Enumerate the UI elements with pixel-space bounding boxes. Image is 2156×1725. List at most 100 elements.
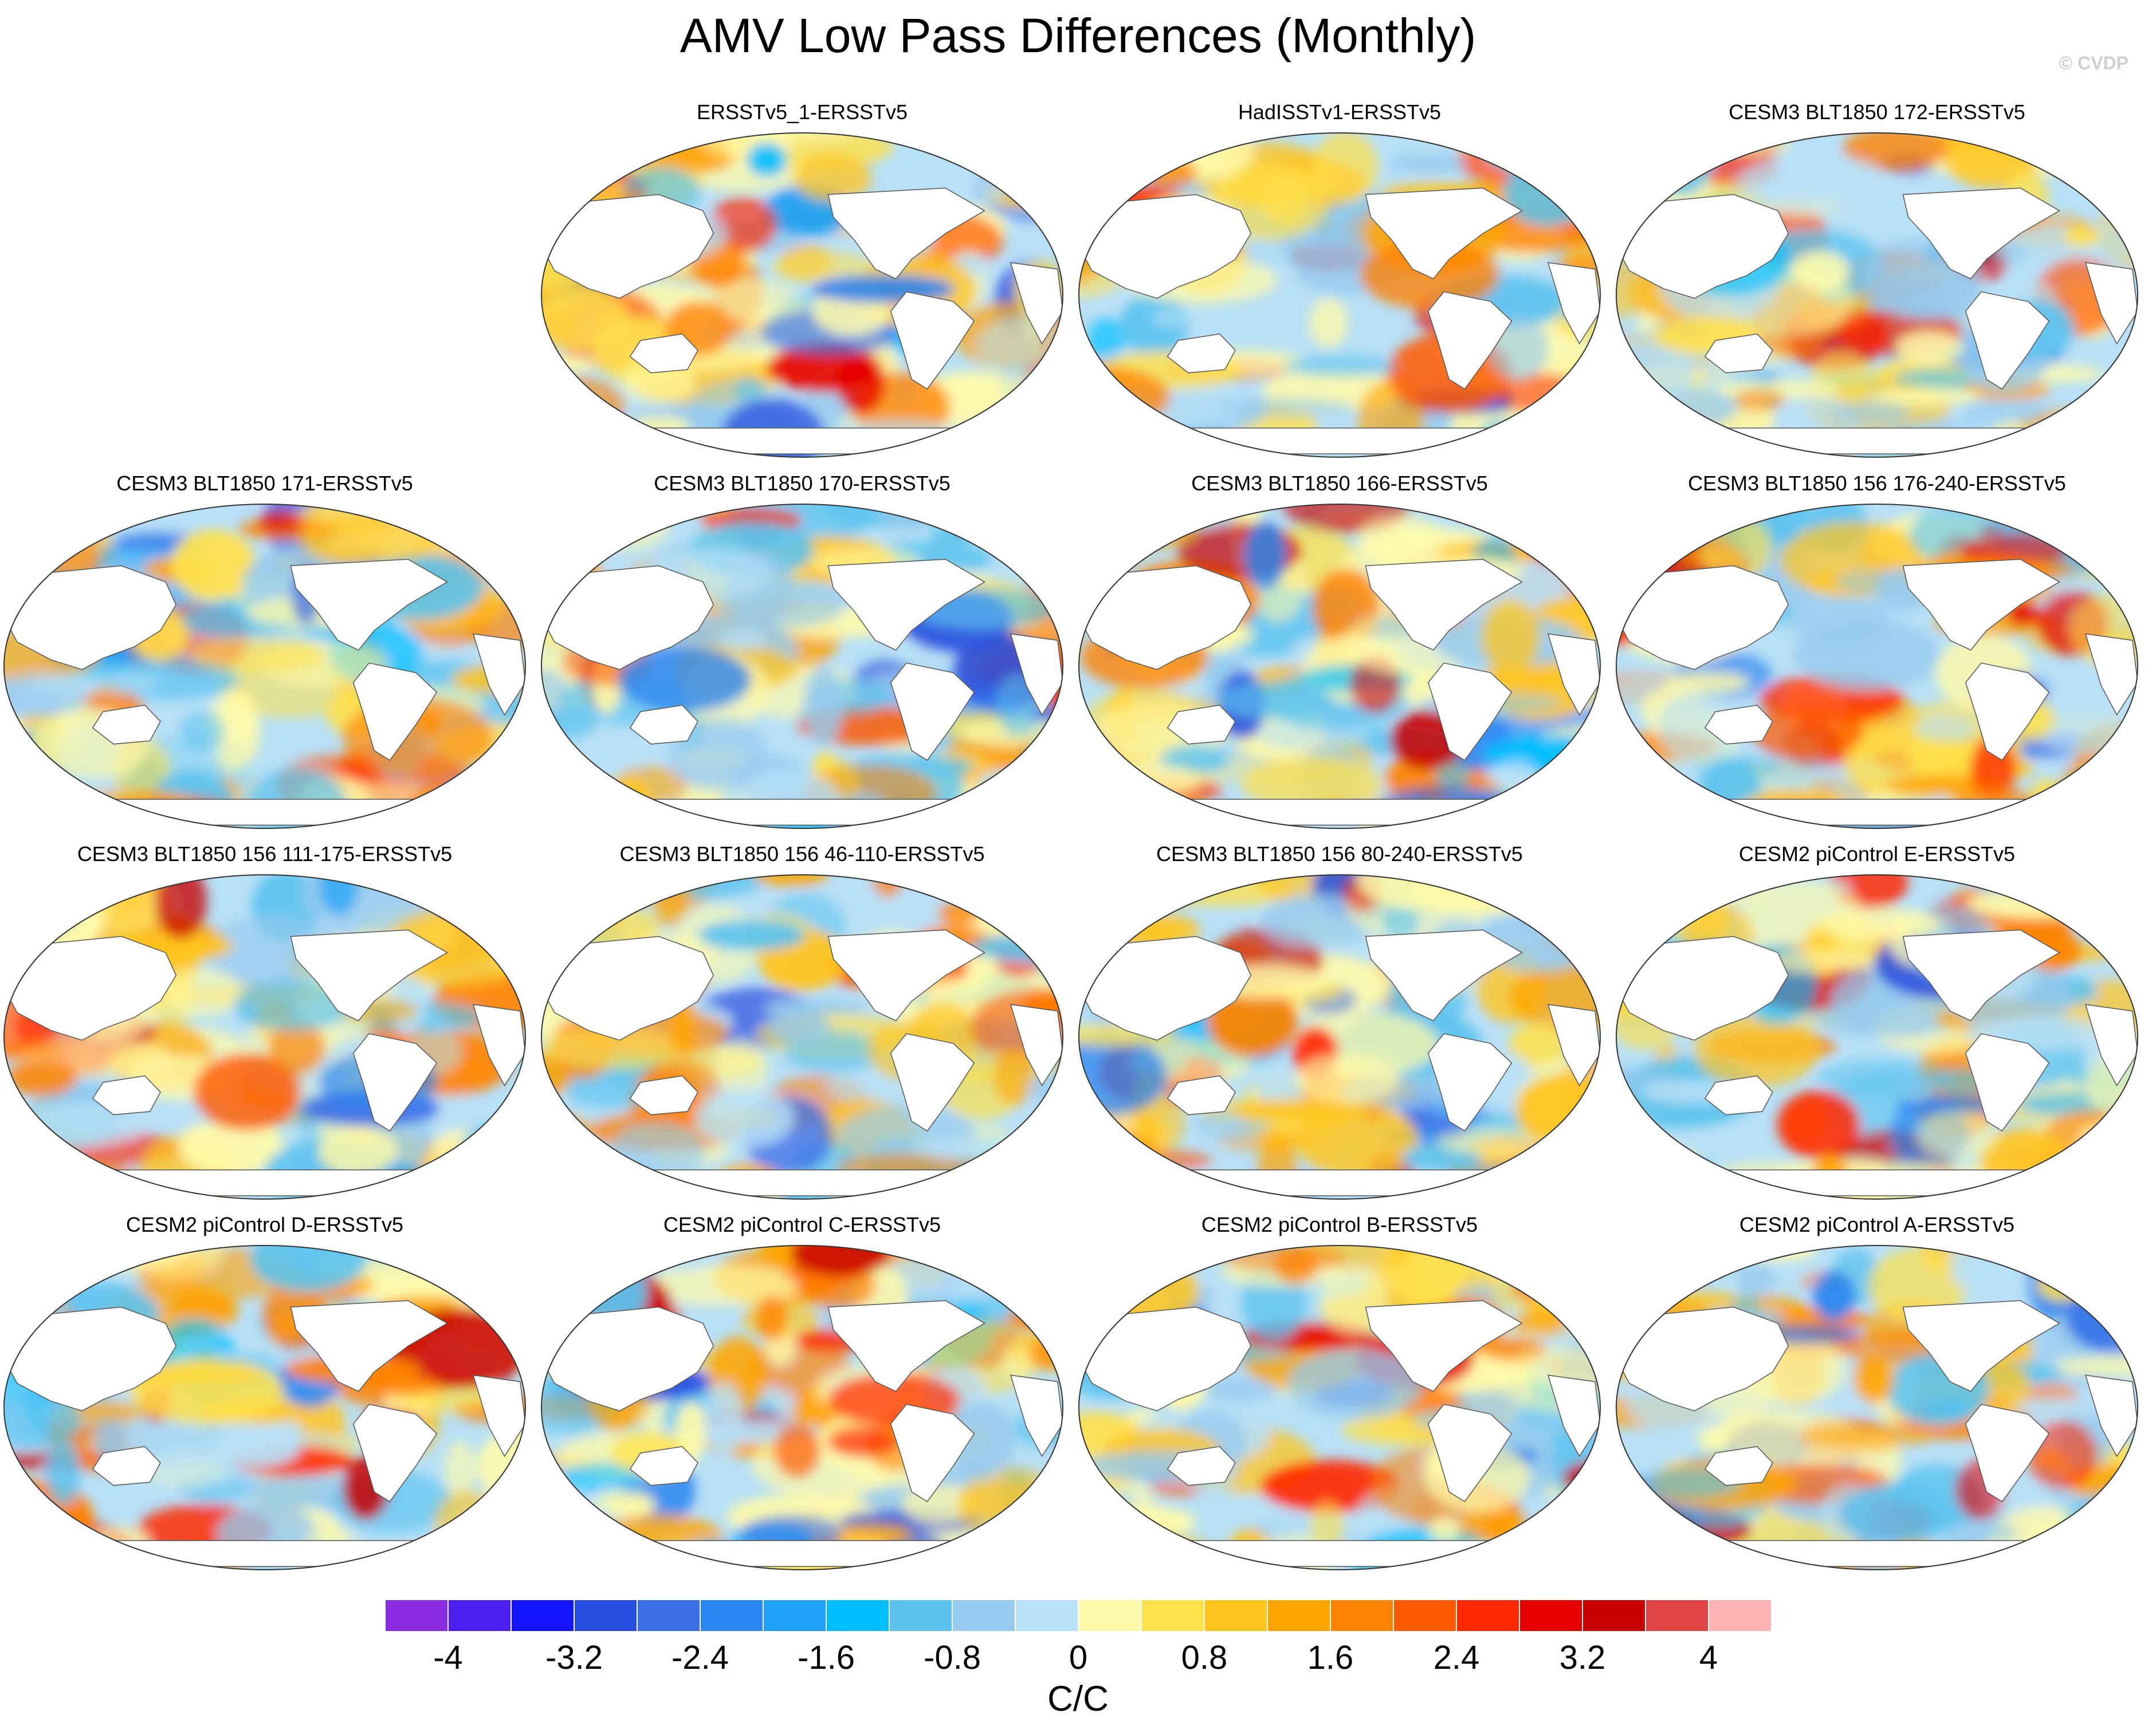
panel-title: CESM2 piControl E-ERSSTv5 <box>1738 842 2016 866</box>
land-mask <box>1427 662 1513 761</box>
colorbar-tick-label: -1.6 <box>798 1639 855 1676</box>
land-mask <box>290 929 448 1021</box>
land-mask <box>1902 1300 2060 1392</box>
land-mask <box>1965 1033 2050 1132</box>
panel-title: CESM3 BLT1850 170-ERSSTv5 <box>654 471 951 495</box>
sst-difference-map <box>1616 132 2138 458</box>
map-globe-outline <box>1616 504 2138 829</box>
land-mask <box>1144 427 1535 455</box>
map-panel: HadISSTv1-ERSSTv5 <box>1076 100 1603 467</box>
land-mask <box>827 559 985 651</box>
land-mask <box>1902 559 2060 651</box>
land-mask <box>290 559 448 651</box>
land-mask <box>1704 1446 1773 1486</box>
panel-title: CESM3 BLT1850 171-ERSSTv5 <box>116 471 413 495</box>
land-mask <box>1965 662 2050 761</box>
map-globe-outline <box>1078 132 1601 458</box>
land-mask <box>1902 187 2060 280</box>
land-mask <box>2084 1004 2138 1087</box>
land-mask <box>629 1446 698 1486</box>
sst-difference-map <box>541 874 1063 1200</box>
colorbar-box <box>1456 1599 1520 1632</box>
land-mask <box>472 633 525 716</box>
colorbar <box>385 1599 1772 1632</box>
colorbar-box <box>447 1599 512 1632</box>
colorbar-tick-label: 4 <box>1699 1639 1718 1676</box>
colorbar-box <box>385 1599 449 1632</box>
colorbar-tick-label: 0 <box>1069 1639 1088 1676</box>
panel-title: CESM3 BLT1850 156 176-240-ERSSTv5 <box>1688 471 2066 495</box>
panel-title: HadISSTv1-ERSSTv5 <box>1238 100 1442 124</box>
land-mask <box>827 1300 985 1392</box>
land-mask <box>472 1004 525 1087</box>
map-panel: CESM3 BLT1850 166-ERSSTv5 <box>1076 471 1603 838</box>
sst-difference-map <box>1078 132 1601 458</box>
sst-difference-map <box>3 504 526 829</box>
colorbar-tick-label: -2.4 <box>671 1639 729 1676</box>
map-globe-outline <box>541 1245 1063 1570</box>
colorbar-units: C/C <box>1047 1679 1109 1719</box>
land-mask <box>1365 1300 1523 1392</box>
land-mask <box>1704 705 1773 745</box>
land-mask <box>1167 705 1236 745</box>
map-panel: ERSSTv5_1-ERSSTv5 <box>539 100 1066 467</box>
land-mask <box>1365 929 1523 1021</box>
map-globe-outline <box>541 874 1063 1200</box>
colorbar-box <box>1708 1599 1772 1632</box>
land-mask <box>352 662 438 761</box>
colorbar-box <box>700 1599 764 1632</box>
land-mask <box>1365 187 1523 280</box>
figure-title: AMV Low Pass Differences (Monthly) <box>680 9 1476 62</box>
map-panel: CESM3 BLT1850 156 176-240-ERSSTv5 <box>1613 471 2141 838</box>
colorbar-box <box>1141 1599 1205 1632</box>
copyright-watermark: © CVDP <box>2059 53 2128 73</box>
map-panel: CESM3 BLT1850 170-ERSSTv5 <box>539 471 1066 838</box>
land-mask <box>1079 936 1252 1041</box>
land-mask <box>352 1033 438 1132</box>
land-mask <box>541 194 714 299</box>
land-mask <box>1427 1404 1513 1503</box>
land-mask <box>1079 1306 1252 1412</box>
land-mask <box>1681 1540 2073 1567</box>
sst-difference-map <box>1078 1245 1601 1570</box>
land-mask <box>827 187 985 280</box>
panel-title: CESM3 BLT1850 156 80-240-ERSSTv5 <box>1156 842 1523 866</box>
land-mask <box>1427 291 1513 390</box>
map-panel: CESM2 piControl C-ERSSTv5 <box>539 1213 1066 1579</box>
map-globe-outline <box>1616 1245 2138 1570</box>
land-mask <box>1616 936 1789 1041</box>
map-panel: CESM3 BLT1850 156 46-110-ERSSTv5 <box>539 842 1066 1209</box>
map-panel: CESM3 BLT1850 156 111-175-ERSSTv5 <box>1 842 528 1209</box>
land-mask <box>92 705 161 745</box>
land-mask <box>629 333 698 374</box>
land-mask <box>541 936 714 1041</box>
panel-title: ERSSTv5_1-ERSSTv5 <box>696 100 908 124</box>
land-mask <box>1547 1004 1600 1087</box>
map-panel: CESM3 BLT1850 172-ERSSTv5 <box>1613 100 2141 467</box>
land-mask <box>1144 799 1535 826</box>
sst-difference-map <box>1616 874 2138 1200</box>
map-globe-outline <box>3 874 526 1200</box>
colorbar-tick-label: 1.6 <box>1307 1639 1354 1676</box>
map-panel: CESM2 piControl A-ERSSTv5 <box>1613 1213 2141 1579</box>
map-globe-outline <box>3 1245 526 1570</box>
panel-title: CESM3 BLT1850 156 111-175-ERSSTv5 <box>77 842 453 866</box>
sst-difference-map <box>541 132 1063 458</box>
colorbar-box <box>510 1599 575 1632</box>
map-globe-outline <box>1616 132 2138 458</box>
map-globe-outline <box>1078 874 1601 1200</box>
sst-difference-map <box>1616 1245 2138 1570</box>
land-mask <box>1616 1306 1789 1412</box>
land-mask <box>1079 565 1252 670</box>
colorbar-tick-labels: -4 -3.2 -2.4 -1.6 -0.8 0 0.8 1.6 2.4 3.2 4 <box>0 1638 2156 1679</box>
colorbar-box <box>1582 1599 1646 1632</box>
land-mask <box>1681 799 2073 826</box>
land-mask <box>1167 1075 1236 1115</box>
map-globe-outline <box>541 132 1063 458</box>
colorbar-box <box>1078 1599 1142 1632</box>
land-mask <box>827 929 985 1021</box>
sst-difference-map <box>1616 504 2138 829</box>
land-mask <box>4 936 177 1041</box>
map-globe-outline <box>541 504 1063 829</box>
land-mask <box>606 1169 998 1197</box>
